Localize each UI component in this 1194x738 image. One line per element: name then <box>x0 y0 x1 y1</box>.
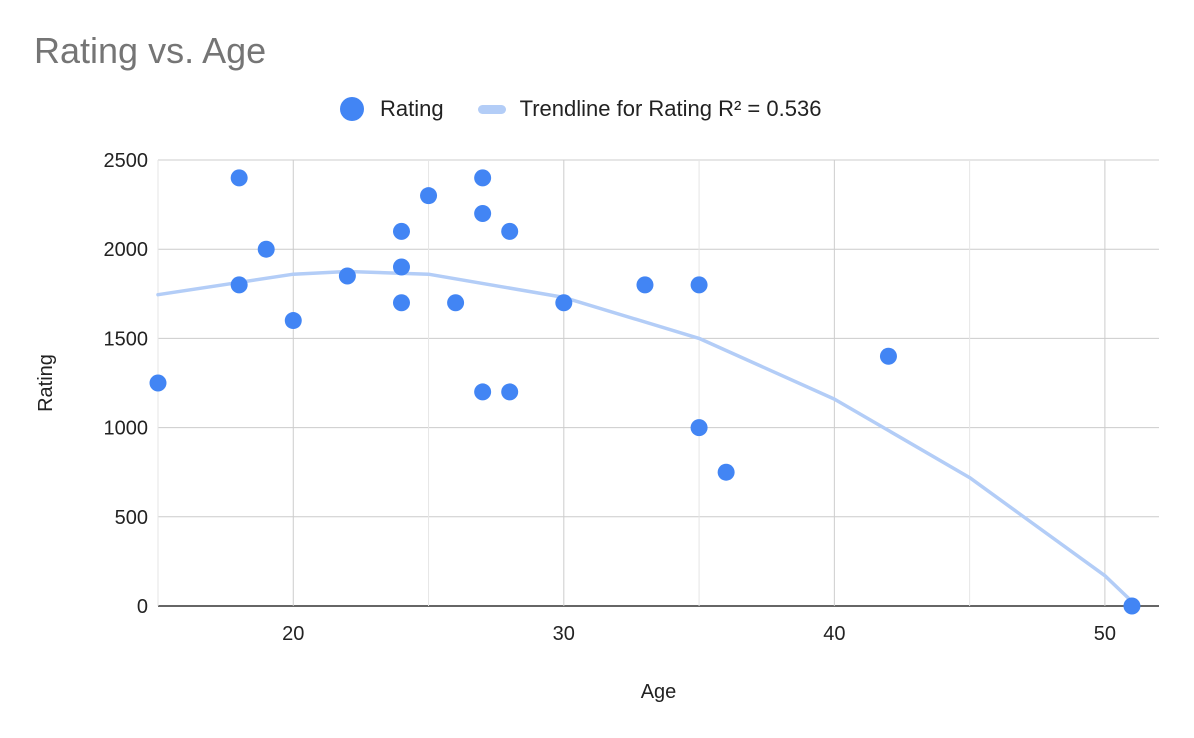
data-point <box>149 374 167 392</box>
chart-title: Rating vs. Age <box>34 30 267 71</box>
data-point <box>392 294 410 312</box>
y-tick-label: 1000 <box>104 418 149 440</box>
data-point <box>501 383 519 401</box>
x-tick-label: 30 <box>553 623 575 645</box>
data-point <box>338 267 356 285</box>
x-tick-label: 40 <box>823 623 845 645</box>
data-point <box>230 276 248 294</box>
data-point <box>690 419 708 437</box>
legend-label-trendline: Trendline for Rating R² = 0.536 <box>519 96 822 121</box>
data-point <box>690 276 708 294</box>
x-tick-label: 20 <box>282 623 304 645</box>
y-tick-label: 0 <box>137 596 148 618</box>
legend-marker-trendline <box>477 104 506 114</box>
data-point <box>474 169 492 187</box>
y-tick-label: 1500 <box>104 328 149 350</box>
data-point <box>392 222 410 240</box>
data-point <box>420 187 438 205</box>
y-tick-label: 500 <box>115 507 148 529</box>
data-point <box>392 258 410 276</box>
data-point <box>230 169 248 187</box>
data-point <box>257 240 275 258</box>
data-point <box>474 383 492 401</box>
data-point <box>717 463 735 481</box>
data-point <box>284 312 302 330</box>
data-point <box>447 294 465 312</box>
data-point <box>636 276 654 294</box>
data-point <box>501 222 519 240</box>
data-point <box>879 347 897 365</box>
legend-label-rating: Rating <box>380 96 444 121</box>
legend-item-trendline: Trendline for Rating R² = 0.536 <box>477 96 822 122</box>
legend-marker-rating <box>340 97 364 121</box>
x-tick-label: 50 <box>1094 623 1116 645</box>
trendline <box>156 269 1134 604</box>
y-axis-title: Rating <box>35 354 57 412</box>
data-point <box>474 205 492 223</box>
y-tick-label: 2000 <box>104 239 149 261</box>
data-point <box>555 294 573 312</box>
legend-item-rating: Rating <box>340 96 444 122</box>
y-tick-label: 2500 <box>104 150 149 172</box>
legend: Rating Trendline for Rating R² = 0.536 <box>340 96 855 122</box>
data-point <box>1123 597 1141 615</box>
x-axis-title: Age <box>641 681 677 703</box>
